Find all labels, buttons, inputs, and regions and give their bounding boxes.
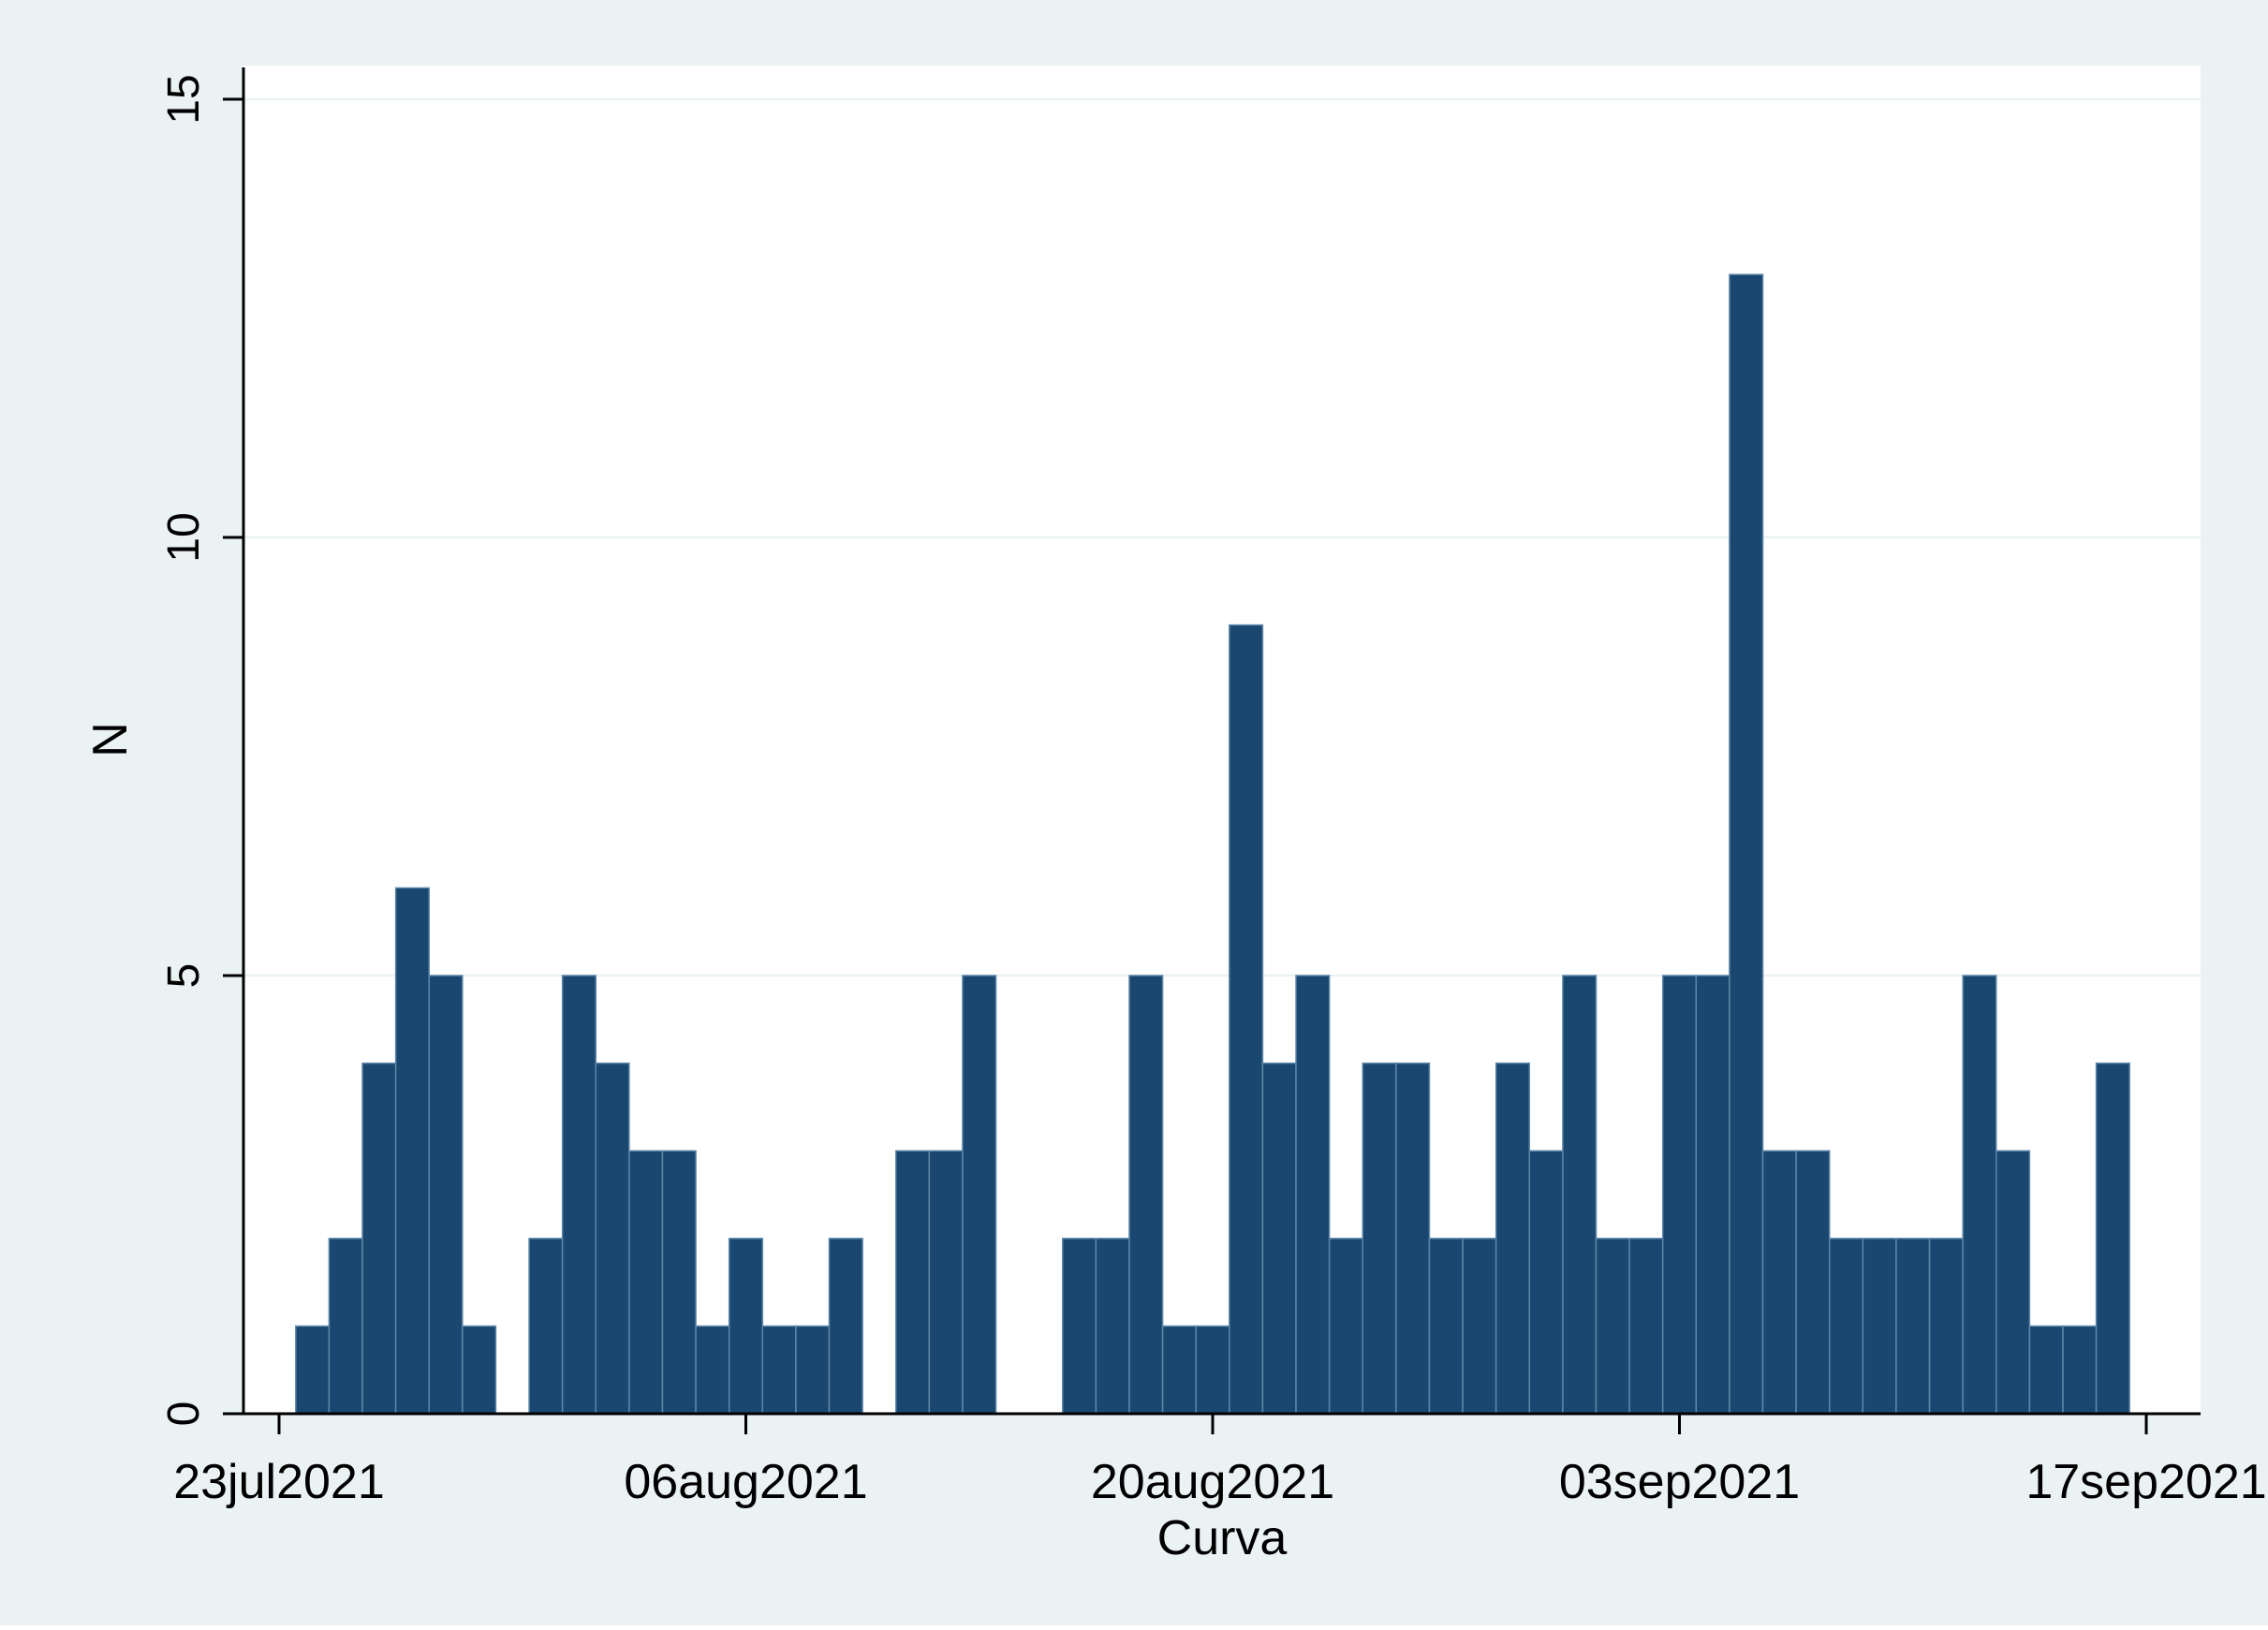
- bar: [394, 887, 430, 1415]
- bar: [928, 1150, 964, 1415]
- bar: [295, 1325, 331, 1415]
- bar: [1128, 975, 1164, 1415]
- bar: [1928, 1238, 1964, 1415]
- x-axis-title: Curva: [1157, 1511, 1288, 1565]
- bar: [1229, 624, 1264, 1415]
- x-tick-label: 06aug2021: [624, 1455, 867, 1509]
- bar: [1595, 1238, 1630, 1415]
- axes: 0 5 10 15 23jul2021 06aug2021 20aug2021 03sep20…: [159, 67, 2267, 1509]
- bar: [1729, 273, 1764, 1415]
- bar: [2062, 1325, 2098, 1415]
- bar: [1328, 1238, 1363, 1415]
- bar: [728, 1238, 764, 1415]
- bar: [361, 1062, 397, 1415]
- bar: [1195, 1325, 1230, 1415]
- bar: [1895, 1238, 1931, 1415]
- bar: [1161, 1325, 1197, 1415]
- x-tick-label: 03sep2021: [1559, 1455, 1800, 1509]
- bar: [1495, 1062, 1531, 1415]
- bar: [1996, 1150, 2031, 1415]
- y-tick-label: 15: [159, 74, 209, 124]
- bar: [328, 1238, 363, 1415]
- bar: [1862, 1238, 1897, 1415]
- y-tick-label: 0: [159, 1402, 209, 1427]
- y-tick-label: 10: [159, 512, 209, 562]
- plot-area: [243, 66, 2201, 1414]
- y-axis-title: N: [83, 722, 138, 757]
- bar: [894, 1150, 931, 1415]
- bar: [1562, 975, 1598, 1415]
- bar: [1095, 1238, 1130, 1415]
- bar: [628, 1150, 664, 1415]
- x-tick-label: 23jul2021: [173, 1455, 385, 1509]
- bar: [1395, 1062, 1431, 1415]
- bar: [1828, 1238, 1864, 1415]
- bar: [1695, 975, 1730, 1415]
- bar: [1462, 1238, 1497, 1415]
- bar: [1628, 1238, 1664, 1415]
- bar: [428, 975, 464, 1415]
- bar: [1362, 1062, 1397, 1415]
- bars: [295, 273, 2130, 1415]
- bar: [1661, 975, 1698, 1415]
- x-tick-label: 17sep2021: [2025, 1455, 2266, 1509]
- bar: [561, 975, 597, 1415]
- bar: [1295, 975, 1331, 1415]
- bar: [595, 1062, 630, 1415]
- bar: [795, 1325, 831, 1415]
- x-tick-label: 20aug2021: [1091, 1455, 1334, 1509]
- bar: [528, 1238, 564, 1415]
- bar: [1428, 1238, 1464, 1415]
- bar: [962, 975, 997, 1415]
- bar: [1261, 1062, 1297, 1415]
- y-tick-label: 5: [159, 963, 209, 989]
- bar: [1528, 1150, 1564, 1415]
- bar: [1962, 975, 1997, 1415]
- bar: [1795, 1150, 1831, 1415]
- bar: [462, 1325, 497, 1415]
- bar: [661, 1150, 697, 1415]
- bar: [1761, 1150, 1797, 1415]
- bar: [2028, 1325, 2064, 1415]
- bar: [695, 1325, 730, 1415]
- bar: [1062, 1238, 1097, 1415]
- bar: [761, 1325, 797, 1415]
- bar: [828, 1238, 863, 1415]
- bar: [2095, 1062, 2130, 1415]
